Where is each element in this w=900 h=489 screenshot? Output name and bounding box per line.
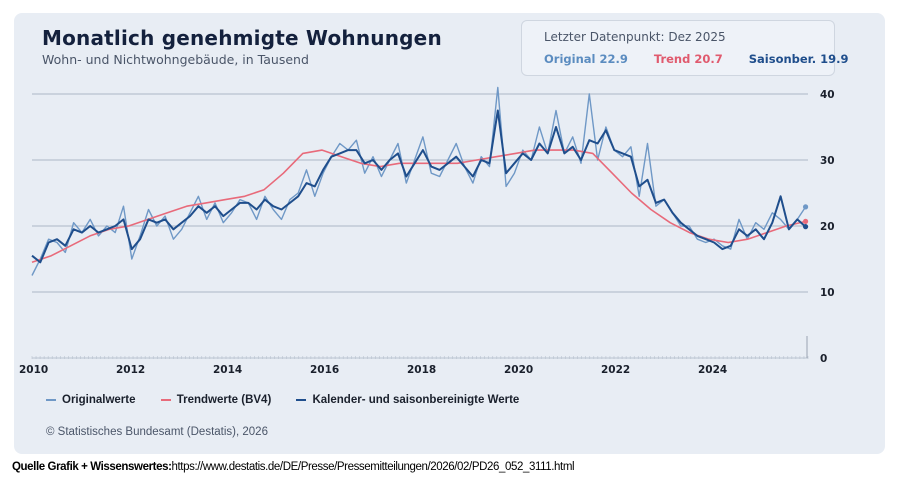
x-tick-label: 2024 [698,364,727,376]
y-tick-label: 30 [820,155,835,167]
series-line-saison [31,109,807,264]
legend-swatch-original [46,398,56,401]
legend-item-original[interactable]: Originalwerte [46,394,136,406]
last-datapoint-box: Letzter Datenpunkt: Dez 2025 Original 22… [521,20,848,76]
last-point-original [802,204,809,210]
legend-swatch-trend [160,398,171,401]
y-tick-label: 0 [820,353,827,365]
legend-label-saison: Kalender- und saisonbereinigte Werte [312,394,520,406]
series-lines [31,86,809,276]
y-tick-label: 10 [820,287,835,299]
grid-lines [32,93,808,293]
x-tick-label: 2020 [504,364,533,376]
x-tick-label: 2016 [310,364,339,376]
chart-card [14,13,885,454]
x-tick-label: 2022 [601,364,630,376]
legend-item-saison[interactable]: Kalender- und saisonbereinigte Werte [296,394,519,406]
source-link[interactable]: https://www.destatis.de/DE/Presse/Presse… [171,461,575,473]
x-axis: 2010 2012 2014 2016 2018 2020 2022 2024 [19,336,809,376]
x-tick-label: 2010 [19,364,48,376]
last-point-saison [802,224,809,230]
copyright-notice: © Statistisches Bundesamt (Destatis), 20… [46,426,268,438]
last-saison-value: Saisonber. 19.9 [748,52,849,66]
series-line-original [31,86,807,276]
last-trend-value: Trend 20.7 [653,52,723,66]
legend: Originalwerte Trendwerte (BV4) Kalender-… [46,394,541,406]
legend-item-trend[interactable]: Trendwerte (BV4) [160,394,272,406]
y-tick-label: 40 [820,89,835,101]
x-tick-label: 2014 [213,364,242,376]
legend-swatch-saison [296,398,307,401]
y-tick-label: 20 [820,221,835,233]
source-line: Quelle Grafik + Wissenswertes:https://ww… [12,461,575,473]
last-datapoint-values: Original 22.9 Trend 20.7 Saisonber. 19.9 [544,52,870,66]
series-line-trend [31,149,806,264]
chart-subtitle: Wohn- und Nichtwohngebäude, in Tausend [42,52,309,67]
source-label: Quelle Grafik + Wissenswertes: [12,461,172,473]
last-point-trend [802,218,809,224]
y-axis: 0 10 20 30 40 [820,89,835,365]
last-datapoint-heading: Letzter Datenpunkt: Dez 2025 [544,30,726,44]
x-tick-label: 2012 [116,364,145,376]
legend-label-original: Originalwerte [62,394,136,406]
chart-title: Monatlich genehmigte Wohnungen [42,26,442,50]
x-tick-label: 2018 [407,364,436,376]
legend-label-trend: Trendwerte (BV4) [176,394,272,406]
last-original-value: Original 22.9 [544,52,628,66]
